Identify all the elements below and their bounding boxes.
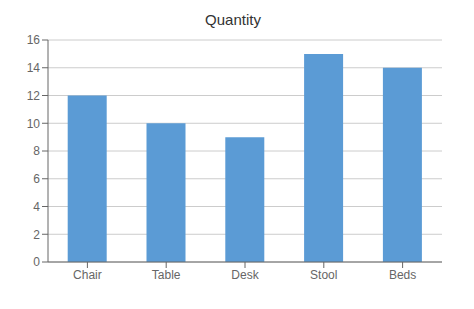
svg-text:14: 14 — [27, 61, 41, 75]
svg-text:2: 2 — [33, 228, 40, 242]
svg-text:4: 4 — [33, 200, 40, 214]
svg-text:Table: Table — [152, 268, 181, 282]
svg-text:8: 8 — [33, 144, 40, 158]
svg-text:Beds: Beds — [389, 268, 416, 282]
svg-text:0: 0 — [33, 255, 40, 269]
html-text:Quantity: Quantity — [205, 11, 261, 28]
svg-text:10: 10 — [27, 117, 41, 131]
svg-text:6: 6 — [33, 172, 40, 186]
svg-text:Desk: Desk — [231, 268, 259, 282]
svg-text:Chair: Chair — [73, 268, 102, 282]
svg-text:12: 12 — [27, 89, 41, 103]
svg-text:Stool: Stool — [310, 268, 337, 282]
svg-text:16: 16 — [27, 33, 41, 47]
